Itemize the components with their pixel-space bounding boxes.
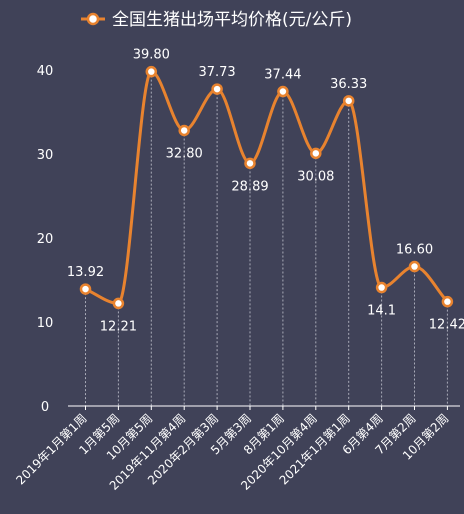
y-tick-label: 40 <box>37 64 54 79</box>
data-label: 32.80 <box>166 146 203 161</box>
data-point <box>310 147 322 160</box>
data-point <box>112 297 125 310</box>
data-label: 13.92 <box>67 265 104 280</box>
data-label: 37.73 <box>198 65 235 80</box>
y-tick-label: 20 <box>37 232 54 247</box>
legend-label: 全国生猪出场平均价格(元/公斤) <box>112 10 352 30</box>
data-label: 36.33 <box>330 77 367 92</box>
data-label: 14.1 <box>367 304 396 319</box>
data-point <box>79 283 92 295</box>
data-labels: 13.92 12.21 39.80 32.80 37.73 28.89 37.44 30.08… <box>67 48 464 335</box>
data-label: 39.80 <box>133 48 170 63</box>
data-label: 28.89 <box>231 179 268 194</box>
data-point <box>178 124 190 137</box>
data-point <box>375 281 388 294</box>
data-points <box>79 65 454 310</box>
data-point <box>145 65 158 78</box>
data-label: 12.42 <box>429 318 464 333</box>
x-axis-ticks: 2019年1月第1周1月第5周10月第5周2019年11月第4周2020年2月第… <box>13 406 452 493</box>
data-label: 37.44 <box>264 68 301 83</box>
drop-lines <box>85 71 448 406</box>
data-point <box>211 83 223 95</box>
y-tick-label: 0 <box>41 400 49 415</box>
y-tick-label: 30 <box>37 148 54 163</box>
y-tick-label: 10 <box>37 316 54 331</box>
legend-marker-swatch <box>86 12 100 26</box>
series-line <box>84 70 449 305</box>
data-point <box>277 85 289 98</box>
data-point <box>342 95 355 107</box>
data-point <box>441 295 454 308</box>
y-axis: 0 10 20 30 40 <box>37 64 54 415</box>
legend: 全国生猪出场平均价格(元/公斤) <box>81 10 352 30</box>
data-label: 16.60 <box>396 243 433 258</box>
data-point <box>244 157 256 170</box>
data-label: 30.08 <box>297 169 334 184</box>
data-label: 12.21 <box>100 319 137 334</box>
data-point <box>408 260 421 273</box>
